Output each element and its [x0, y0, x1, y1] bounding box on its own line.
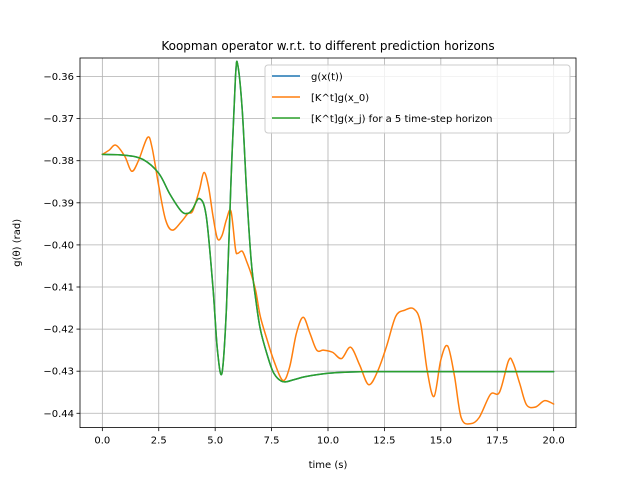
y-axis-label: g(θ) (rad)	[12, 219, 23, 267]
x-tick-label: 17.5	[486, 436, 508, 447]
x-tick-label: 0.0	[94, 436, 110, 447]
legend: g(x(t)) [K^t]g(x_0) [K^t]g(x_j) for a 5 …	[264, 64, 571, 134]
y-tick-label: −0.41	[43, 283, 74, 294]
chart-title: Koopman operator w.r.t. to different pre…	[161, 39, 494, 53]
y-tick-label: −0.38	[43, 156, 74, 167]
series-lines	[101, 60, 555, 425]
x-tick-label: 12.5	[373, 436, 395, 447]
x-tick-label: 10.0	[317, 436, 339, 447]
y-tick-label: −0.39	[43, 198, 74, 209]
legend-label-koopman-horizon: [K^t]g(x_j) for a 5 time-step horizon	[311, 114, 493, 125]
x-tick-label: 2.5	[151, 436, 167, 447]
legend-label-koopman-x0: [K^t]g(x_0)	[311, 93, 369, 104]
x-tick-label: 7.5	[264, 436, 280, 447]
x-tick-label: 20.0	[543, 436, 565, 447]
series-line-koopman-x0	[101, 136, 555, 425]
legend-box	[264, 64, 571, 134]
x-axis-ticks: 0.0 2.5 5.0 7.5 10.0 12.5 15.0 17.5 20.0	[94, 427, 565, 447]
series-line-koopman-horizon	[101, 60, 555, 383]
y-axis-ticks: −0.36 −0.37 −0.38 −0.39 −0.40 −0.41 −0.42 −0.43…	[43, 72, 80, 420]
y-tick-label: −0.36	[43, 72, 74, 83]
legend-label-truth: g(x(t))	[311, 72, 343, 83]
y-tick-label: −0.42	[43, 325, 74, 336]
y-tick-label: −0.44	[43, 409, 74, 420]
y-tick-label: −0.43	[43, 367, 74, 378]
x-tick-label: 15.0	[430, 436, 452, 447]
x-tick-label: 5.0	[207, 436, 223, 447]
y-tick-label: −0.37	[43, 114, 74, 125]
x-axis-label: time (s)	[309, 460, 348, 471]
y-tick-label: −0.40	[43, 240, 74, 251]
